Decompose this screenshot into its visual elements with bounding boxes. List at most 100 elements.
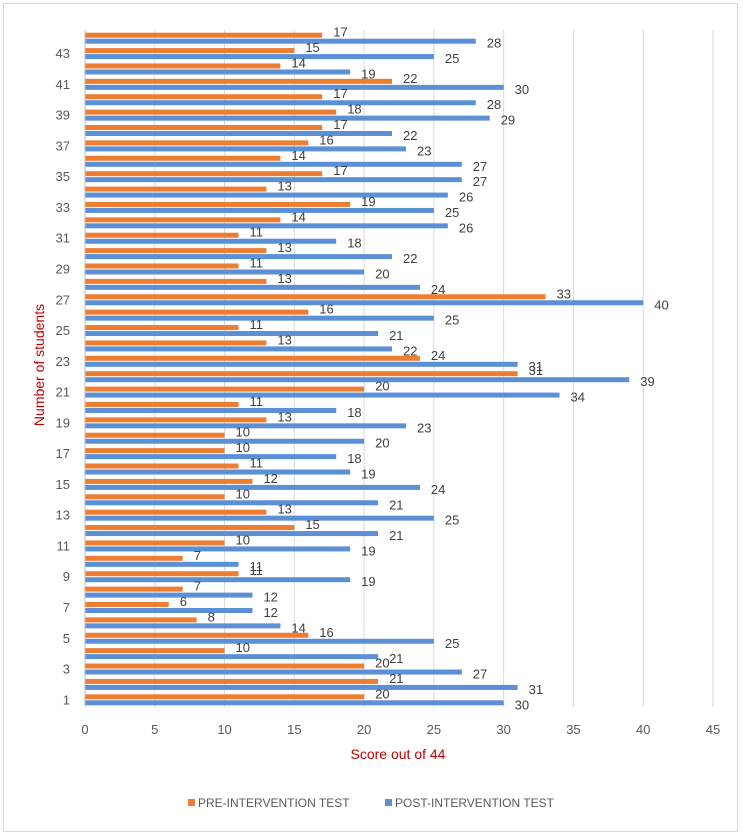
bar-post-intervention — [85, 684, 518, 690]
legend-swatch-pre — [188, 799, 195, 806]
bar-post-intervention — [85, 454, 337, 460]
data-labels: 2030213120271021162581461271211197111019… — [180, 25, 669, 713]
data-label-post: 25 — [445, 513, 459, 528]
bar-post-intervention — [85, 315, 434, 321]
bar-pre-intervention — [85, 355, 420, 361]
bar-pre-intervention — [85, 109, 337, 115]
bar-pre-intervention — [85, 155, 281, 161]
bar-post-intervention — [85, 177, 462, 183]
legend: PRE-INTERVENTION TEST POST-INTERVENTION … — [188, 796, 555, 810]
bar-post-intervention — [85, 607, 253, 613]
data-label-post: 12 — [263, 605, 277, 620]
bar-pre-intervention — [85, 617, 197, 623]
data-label-pre: 20 — [375, 686, 389, 701]
x-tick-label: 40 — [636, 722, 650, 737]
data-label-pre: 18 — [347, 102, 361, 117]
bar-post-intervention — [85, 531, 379, 537]
bar-pre-intervention — [85, 648, 225, 654]
data-label-pre: 14 — [291, 55, 305, 70]
data-label-pre: 13 — [277, 409, 291, 424]
x-tick-label: 45 — [706, 722, 720, 737]
data-label-pre: 17 — [333, 86, 347, 101]
bar-pre-intervention — [85, 478, 253, 484]
bar-post-intervention — [85, 592, 253, 598]
data-label-post: 20 — [375, 436, 389, 451]
bar-pre-intervention — [85, 63, 281, 69]
data-label-post: 22 — [403, 128, 417, 143]
bar-pre-intervention — [85, 201, 351, 207]
data-label-post: 30 — [515, 82, 529, 97]
legend-swatch-post — [385, 799, 392, 806]
data-label-post: 22 — [403, 343, 417, 358]
data-label-pre: 21 — [389, 671, 403, 686]
x-axis-title: Score out of 44 — [351, 746, 446, 762]
bar-pre-intervention — [85, 94, 323, 100]
y-tick-label: 13 — [56, 508, 70, 523]
data-label-pre: 13 — [277, 502, 291, 517]
y-tick-label: 3 — [63, 662, 70, 677]
bar-pre-intervention — [85, 309, 309, 315]
bar-post-intervention — [85, 238, 337, 244]
data-label-post: 12 — [263, 590, 277, 605]
bar-post-intervention — [85, 346, 393, 352]
bar-pre-intervention — [85, 125, 323, 131]
y-tick-label: 39 — [56, 108, 70, 123]
bar-post-intervention — [85, 654, 379, 660]
data-label-pre: 14 — [291, 148, 305, 163]
bar-post-intervention — [85, 69, 351, 75]
y-tick-label: 31 — [56, 231, 70, 246]
data-label-post: 28 — [487, 36, 501, 51]
data-label-pre: 22 — [403, 71, 417, 86]
data-label-post: 19 — [361, 467, 375, 482]
axes: 0 5 10 15 20 25 30 35 40 451357911131517192123252… — [56, 30, 720, 737]
data-label-post: 11 — [250, 559, 264, 574]
bar-pre-intervention — [85, 325, 239, 331]
bar-post-intervention — [85, 38, 476, 44]
bar-post-intervention — [85, 131, 393, 137]
data-label-pre: 10 — [236, 486, 250, 501]
bar-pre-intervention — [85, 371, 518, 377]
data-label-post: 23 — [417, 420, 431, 435]
data-label-post: 21 — [389, 651, 403, 666]
bar-post-intervention — [85, 392, 560, 398]
data-label-pre: 10 — [236, 640, 250, 655]
data-label-post: 31 — [529, 682, 543, 697]
data-label-pre: 13 — [277, 179, 291, 194]
bar-post-intervention — [85, 438, 365, 444]
bar-post-intervention — [85, 192, 448, 198]
bar-pre-intervention — [85, 401, 239, 407]
bar-pre-intervention — [85, 278, 267, 284]
data-label-post: 24 — [431, 282, 445, 297]
data-label-pre: 12 — [263, 471, 277, 486]
y-tick-label: 33 — [56, 200, 70, 215]
bar-post-intervention — [85, 377, 630, 383]
bars — [85, 32, 644, 706]
data-label-pre: 31 — [529, 363, 543, 378]
data-label-post: 21 — [389, 497, 403, 512]
bar-post-intervention — [85, 623, 281, 629]
data-label-post: 29 — [501, 113, 515, 128]
x-tick-label: 20 — [357, 722, 371, 737]
bar-post-intervention — [85, 407, 337, 413]
bar-post-intervention — [85, 146, 406, 152]
bar-pre-intervention — [85, 248, 267, 254]
y-tick-label: 29 — [56, 261, 70, 276]
y-tick-label: 35 — [56, 169, 70, 184]
data-label-post: 25 — [445, 51, 459, 66]
bar-post-intervention — [85, 300, 644, 306]
data-label-post: 25 — [445, 205, 459, 220]
bar-pre-intervention — [85, 678, 379, 684]
data-label-pre: 16 — [319, 132, 333, 147]
bar-post-intervention — [85, 561, 239, 567]
y-tick-label: 37 — [56, 138, 70, 153]
y-tick-label: 41 — [56, 77, 70, 92]
bar-pre-intervention — [85, 78, 393, 84]
bar-pre-intervention — [85, 463, 239, 469]
data-label-post: 23 — [417, 143, 431, 158]
bar-post-intervention — [85, 254, 393, 260]
data-label-pre: 24 — [431, 348, 445, 363]
bar-pre-intervention — [85, 263, 239, 269]
data-label-post: 19 — [361, 574, 375, 589]
bar-pre-intervention — [85, 186, 267, 192]
data-label-pre: 10 — [236, 440, 250, 455]
